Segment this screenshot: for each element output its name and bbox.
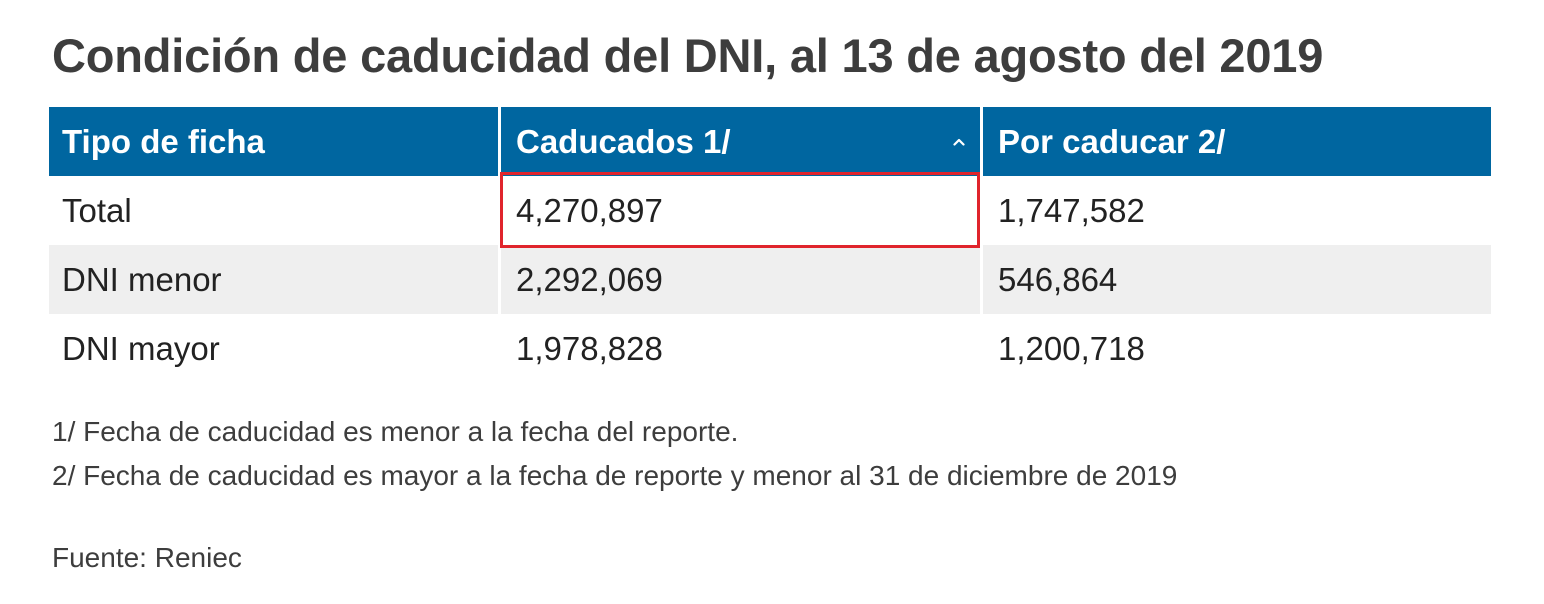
column-header-label: Caducados 1/ [516, 122, 731, 160]
cell-por-caducar: 546,864 [983, 245, 1491, 314]
table-row: DNI mayor 1,978,828 1,200,718 [49, 314, 1491, 383]
column-header-tipo-de-ficha[interactable]: Tipo de ficha [49, 107, 501, 176]
row-label: DNI mayor [49, 314, 501, 383]
column-header-por-caducar[interactable]: Por caducar 2/ [983, 107, 1491, 176]
cell-por-caducar: 1,200,718 [998, 329, 1145, 367]
chevron-up-icon[interactable] [952, 137, 966, 147]
cell-caducados: 4,270,897 [501, 176, 983, 245]
table-row: DNI menor 2,292,069 546,864 [49, 245, 1491, 314]
footnote: 1/ Fecha de caducidad es menor a la fech… [52, 416, 739, 447]
cell-caducados: 1,978,828 [501, 314, 983, 383]
footnotes: 1/ Fecha de caducidad es menor a la fech… [52, 410, 1177, 498]
cell-por-caducar: 1,747,582 [998, 191, 1145, 229]
row-label: DNI menor [49, 245, 501, 314]
source-note: Fuente: Reniec [52, 542, 242, 573]
cell-caducados: 2,292,069 [501, 245, 983, 314]
table-row: Total 4,270,897 1,747,582 [49, 176, 1491, 245]
row-label: Total [49, 176, 501, 245]
footnote: 2/ Fecha de caducidad es mayor a la fech… [52, 460, 1178, 491]
column-header-caducados[interactable]: Caducados 1/ [501, 107, 983, 176]
chart-title: Condición de caducidad del DNI, al 13 de… [52, 29, 1324, 82]
data-table: Tipo de ficha Caducados 1/ Por caducar 2… [49, 107, 1491, 383]
table-header-row: Tipo de ficha Caducados 1/ Por caducar 2… [49, 107, 1491, 176]
